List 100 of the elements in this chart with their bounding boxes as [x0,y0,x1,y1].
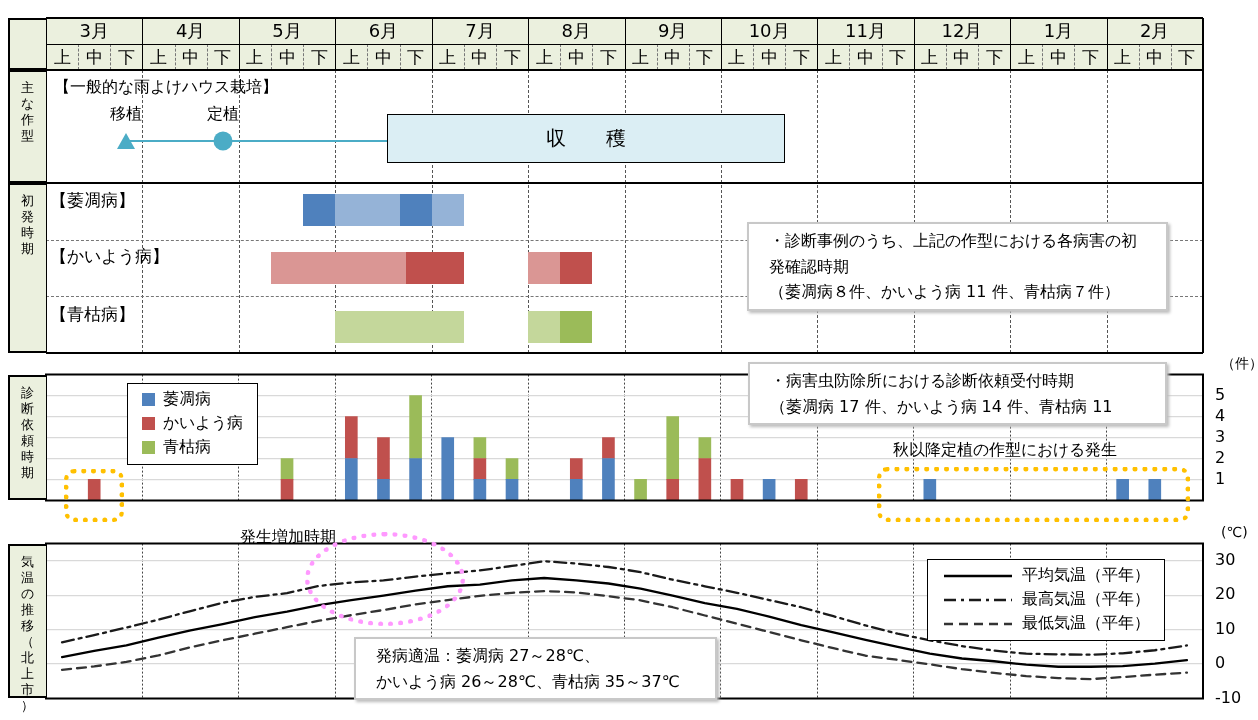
x-tick-label: 下 [984,46,1004,69]
text: 1月 [1042,19,1075,43]
x-tick-label: 上 [920,46,940,69]
x-tick-label: 下 [1177,46,1197,69]
x-tick-label: 中 [181,46,201,69]
bar [473,458,487,480]
legend-label: 青枯病 [163,437,211,459]
text: 【萎凋病】 [50,189,135,212]
legend-label: 平均気温（平年） [1022,565,1150,587]
text: 3月 [78,19,110,43]
bar [698,437,712,459]
text: 4月 [174,19,207,43]
x-tick-label: 中 [277,46,297,69]
y2-tick-label: 3 [1215,426,1226,446]
y2-tick-label: -10 [1215,687,1242,707]
annotation: 発病適温：萎凋病 27～28℃、 [376,645,601,667]
text: 10月 [747,19,791,43]
bar [505,458,519,480]
x-tick-label: 上 [438,46,458,69]
legend-label: 萎凋病 [163,389,211,411]
text: 12月 [940,19,984,43]
x-tick-label: 上 [727,46,747,69]
bar [1116,479,1129,501]
bar [666,416,680,480]
y2-tick-label: 4 [1215,405,1226,425]
x-tick-label: 中 [1145,46,1165,69]
y2-tick-label: 2 [1215,447,1226,467]
y2-axis-title: （件） [1221,354,1258,373]
bar [344,458,358,501]
x-tick-label: 上 [148,46,168,69]
text: 8月 [560,19,592,43]
y2-tick-label: 0 [1215,653,1226,673]
x-tick-label: 中 [952,46,972,69]
legend-label: 最高気温（平年） [1022,589,1150,611]
x-tick-label: 下 [1081,46,1100,69]
y2-tick-label: 30 [1215,549,1236,569]
text: 7月 [464,19,496,43]
bar [923,479,937,501]
bar [602,458,615,501]
bar [441,437,455,501]
bar [698,458,712,501]
x-tick-label: 下 [406,46,426,69]
y2-tick-label: 5 [1215,384,1226,404]
x-tick-label: 上 [823,46,843,69]
text: 6月 [367,19,400,43]
text: 11月 [844,19,887,43]
x-tick-label: 下 [695,46,715,69]
text: 主な作型 [19,80,35,144]
x-tick-label: 上 [341,46,361,69]
text: 【青枯病】 [50,303,135,326]
x-tick-label: 下 [116,46,136,69]
bar [569,458,583,480]
annotation: （萎凋病 17 件、かいよう病 14 件、青枯病 11 [770,395,1114,418]
legend-label: かいよう病 [163,413,243,435]
bar [344,416,358,459]
x-tick-label: 中 [84,46,104,69]
bar [377,479,390,501]
bar [87,479,101,501]
y2-tick-label: 10 [1215,618,1236,638]
x-tick-label: 中 [373,46,393,69]
x-tick-label: 上 [1113,46,1133,69]
x-tick-label: 上 [245,46,265,69]
text: 【一般的な雨よけハウス栽培】 [54,76,278,98]
bar [602,437,615,459]
x-tick-label: 上 [534,46,554,69]
bar [794,479,808,501]
x-tick-label: 中 [759,46,779,69]
x-tick-label: 中 [1048,46,1068,69]
x-tick-label: 中 [566,46,586,69]
text: 2月 [1139,19,1171,43]
text: 初発時期 [19,193,35,257]
bar [280,458,294,480]
text: 【かいよう病】 [50,245,169,268]
annotation: ・病害虫防除所における診断依頼受付時期 [770,370,1075,392]
y2-tick-label: 1 [1215,468,1226,488]
x-tick-label: 上 [1016,46,1036,69]
y2-tick-label: 20 [1215,584,1236,604]
bar [634,479,647,501]
text: 9月 [656,19,689,43]
text: （萎凋病８件、かいよう病 11 件、青枯病７件） [769,281,1121,304]
x-tick-label: 下 [598,46,618,69]
bar [409,395,422,459]
bar [409,458,422,501]
x-tick-label: 下 [888,46,908,69]
x-tick-label: 下 [309,46,329,69]
bar [377,437,390,480]
bar [1148,479,1162,501]
bar [473,437,487,459]
text: 気温の推移（北上市） [20,553,34,713]
x-tick-label: 下 [213,46,233,69]
y-axis-title: 診断依頼時期 [19,384,35,481]
text: 移植 [109,104,144,124]
annotation: かいよう病 26～28℃、青枯病 35～37℃ [376,670,681,693]
x-tick-label: 中 [470,46,490,69]
legend-label: 最低気温（平年） [1022,613,1150,635]
x-tick-label: 中 [856,46,876,69]
x-tick-label: 中 [663,46,683,69]
x-tick-label: 上 [52,46,72,69]
x-tick-label: 上 [631,46,651,69]
x-tick-label: 下 [502,46,522,69]
